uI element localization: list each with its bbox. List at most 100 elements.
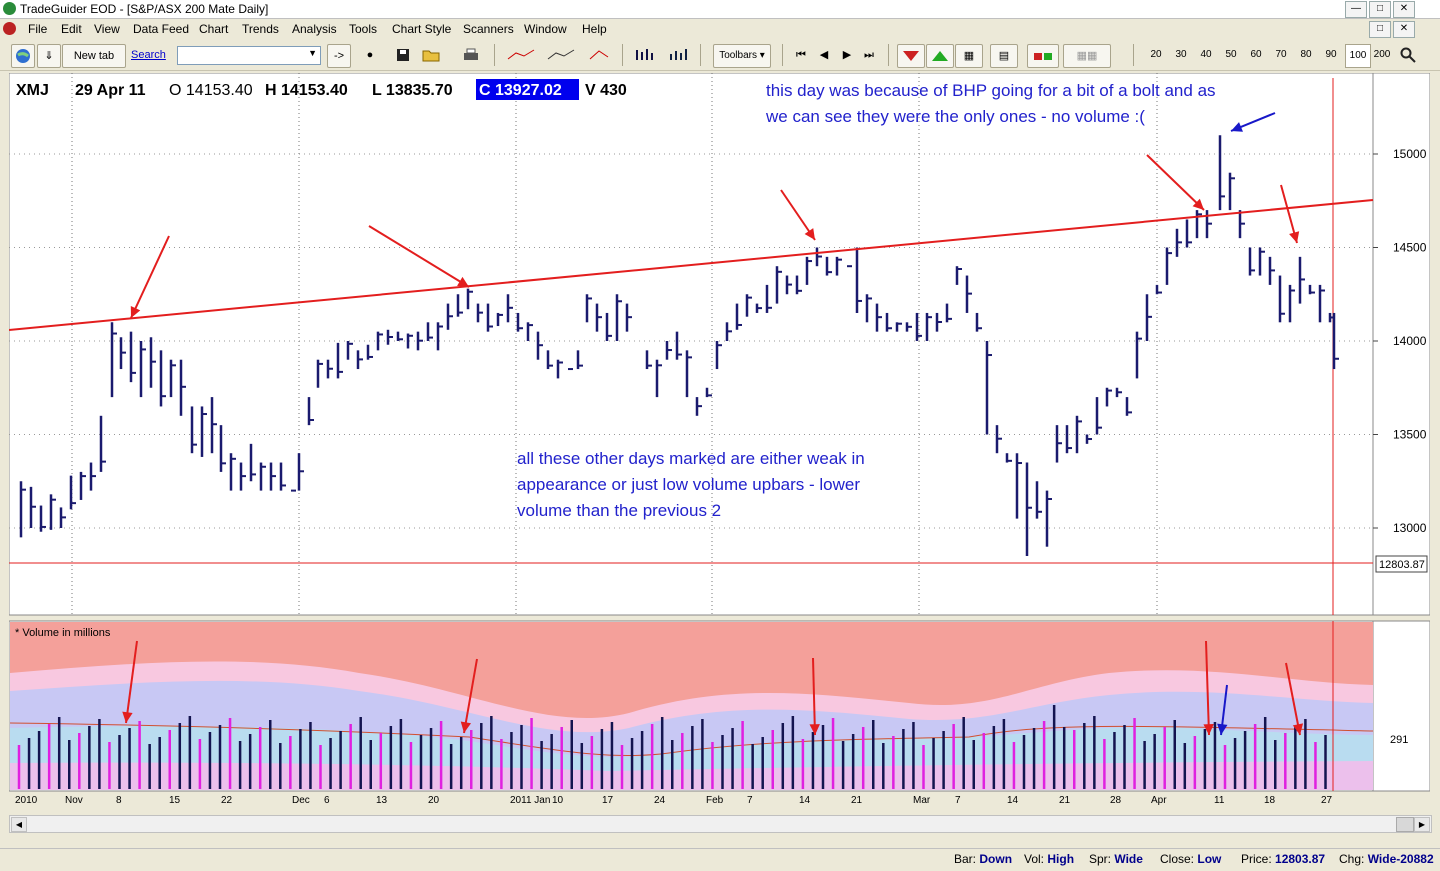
channel-tool-icon[interactable] [543,44,579,66]
status-close-value: Low [1197,852,1222,866]
prev-icon[interactable]: ◀ [819,49,829,61]
date-tick-label: 13 [376,795,388,806]
status-chg-value: Wide-20882 [1367,852,1434,866]
mdi-close-button[interactable]: ✕ [1393,21,1415,38]
mdi-restore-button[interactable]: □ [1369,21,1391,38]
zoom-70[interactable]: 70 [1275,49,1287,60]
magnifier-icon[interactable] [1398,44,1418,66]
horizontal-scrollbar[interactable]: ◀ ▶ [9,815,1432,833]
status-close-field: Close: Low [1160,852,1221,866]
date-tick-label: 7 [955,795,961,806]
grid-icon[interactable]: ▦ [955,44,983,68]
toolbar: ⇓ New tab Search ▼ -> ● Toolbars ▾ ⏮ ◀ ▶… [0,40,1440,71]
volume-marker-arrow-head [122,711,133,723]
scroll-right-icon[interactable]: ▶ [1414,817,1430,832]
zoom-in-chart-icon[interactable] [897,44,925,68]
toolbars-dropdown[interactable]: Toolbars ▾ [713,44,771,68]
histogram-icon[interactable]: ▤ [990,44,1018,68]
open-folder-icon[interactable] [418,44,444,66]
new-tab-button[interactable]: New tab [62,44,126,68]
menu-edit[interactable]: Edit [61,22,82,36]
zoom-30[interactable]: 30 [1175,49,1187,60]
volume-marker-arrow-head [1203,724,1214,735]
price-tick-label: 14000 [1393,334,1427,348]
date-tick-label: 28 [1110,795,1122,806]
line-tool-icon[interactable] [503,44,539,66]
save-icon[interactable] [393,44,413,66]
zoom-100[interactable]: 100 [1345,44,1371,68]
status-chg-field: Chg: Wide-20882 [1339,852,1434,866]
open-label: O 14153.40 [169,82,253,99]
menu-chart-style[interactable]: Chart Style [392,22,452,36]
restore-button[interactable]: □ [1369,1,1391,18]
zoom-out-chart-icon[interactable] [926,44,954,68]
date-tick-label: 2011 Jan [510,795,550,806]
go-button[interactable]: -> [327,44,351,68]
menu-view[interactable]: View [94,22,120,36]
menu-analysis[interactable]: Analysis [292,22,337,36]
lock-icon[interactable]: ● [366,49,374,61]
zoom-50[interactable]: 50 [1225,49,1237,60]
color-scheme-icon[interactable] [1027,44,1059,68]
zoom-60[interactable]: 60 [1250,49,1262,60]
toolbars-label: Toolbars [719,50,757,61]
date-tick-label: 27 [1321,795,1333,806]
zoom-200[interactable]: 200 [1373,49,1391,60]
status-vol-label: Vol: [1024,852,1045,866]
close-highlight [476,79,579,100]
date-tick-label: 21 [851,795,863,806]
volume-marker-arrow [125,640,138,724]
menu-chart[interactable]: Chart [199,22,229,36]
menu-data-feed[interactable]: Data Feed [133,22,190,36]
other-days-note-line1: all these other days marked are either w… [517,449,865,468]
trend-tool-icon[interactable] [586,44,612,66]
close-button[interactable]: ✕ [1393,1,1415,18]
menu-scanners[interactable]: Scanners [463,22,514,36]
bar-style-icon[interactable] [632,44,656,66]
app-icon [3,2,16,15]
print-icon[interactable] [460,44,482,66]
volume-marker-arrow [463,658,478,734]
zoom-80[interactable]: 80 [1300,49,1312,60]
date-tick-label: 14 [799,795,811,806]
minimize-button[interactable]: — [1345,1,1367,18]
zoom-40[interactable]: 40 [1200,49,1212,60]
menu-window[interactable]: Window [524,22,567,36]
volume-marker-arrow [1285,662,1301,736]
layout-icon[interactable]: ▦▦ [1063,44,1111,68]
menu-file[interactable]: File [28,22,48,36]
price-tick-label: 14500 [1393,241,1427,255]
resistance-trend-line [8,199,1374,331]
date-tick-label: 20 [428,795,440,806]
date-tick-label: 7 [747,795,753,806]
chart-canvas[interactable]: 2010 Nov 8 15 22 Dec 6 13 20 2011 Jan 10 17 24 Feb 7 14… [8,72,1431,807]
last-icon[interactable]: ⏭ [864,49,874,61]
status-chg-label: Chg: [1339,852,1365,866]
price-panel [8,72,1431,616]
next-icon[interactable]: ▶ [842,49,852,61]
menu-trends[interactable]: Trends [242,22,279,36]
globe-icon[interactable] [11,44,35,68]
search-input[interactable]: ▼ [177,46,321,65]
menu-help[interactable]: Help [582,22,607,36]
marker-arrow-head [1289,231,1300,243]
search-link[interactable]: Search [131,49,166,61]
scroll-thumb[interactable] [1396,817,1414,832]
zoom-90[interactable]: 90 [1325,49,1337,60]
system-menu-icon[interactable] [3,22,16,35]
window-title: TradeGuider EOD - [S&P/ASX 200 Mate Dail… [20,2,269,16]
status-price-label: Price: [1241,852,1272,866]
date-tick-label: 21 [1059,795,1071,806]
first-icon[interactable]: ⏮ [796,49,806,61]
bar-style-alt-icon[interactable] [666,44,690,66]
status-bar-value: Down [979,852,1013,866]
bhp-note-line1: this day was because of BHP going for a … [766,81,1216,100]
double-chevron-down-icon[interactable]: ⇓ [37,44,61,68]
volume-panel-label: * Volume in millions [15,627,111,639]
date-tick-label: Feb [706,795,724,806]
menu-tools[interactable]: Tools [349,22,378,36]
chart-window[interactable]: 2010 Nov 8 15 22 Dec 6 13 20 2011 Jan 10 17 24 Feb 7 14… [8,72,1431,807]
scroll-left-icon[interactable]: ◀ [11,817,27,832]
zoom-20[interactable]: 20 [1150,49,1162,60]
date-tick-label: 6 [324,795,330,806]
